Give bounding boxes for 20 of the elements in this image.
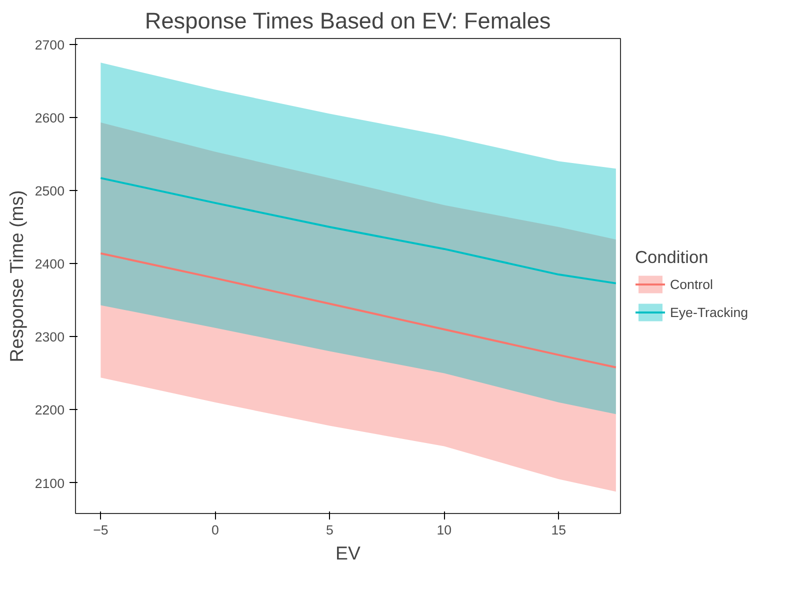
legend-label: Eye-Tracking	[670, 304, 748, 320]
legend-title: Condition	[635, 247, 710, 268]
y-tick-label: 2400	[34, 256, 65, 272]
x-tick-label: −5	[93, 522, 108, 538]
legend-label: Control	[670, 276, 713, 292]
y-tick-label: 2300	[34, 330, 65, 345]
y-axis-title: Response Time (ms)	[6, 190, 27, 362]
y-tick-label: 2600	[34, 110, 65, 126]
x-tick-label: 10	[436, 522, 452, 538]
y-tick-label: 2700	[34, 37, 65, 52]
y-tick-label: 2500	[34, 184, 65, 198]
x-tick-label: 5	[326, 522, 334, 538]
line-series	[100, 252, 617, 368]
x-tick-label: 0	[211, 522, 219, 538]
x-axis-title: EV	[336, 542, 361, 564]
x-tick-label: 15	[551, 522, 566, 538]
y-tick-label: 2200	[34, 402, 65, 418]
y-tick-label: 2100	[34, 476, 65, 491]
line-series	[100, 177, 617, 284]
chart-title: Response Times Based on EV: Females	[144, 8, 551, 34]
